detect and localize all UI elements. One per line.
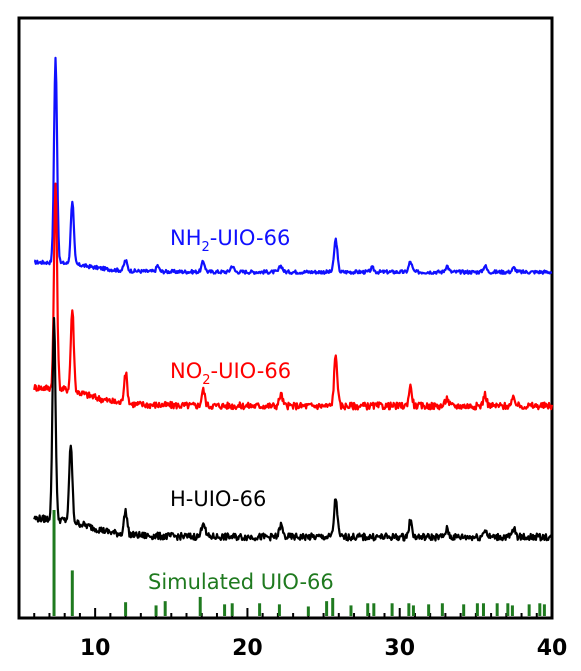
series-label-2: H-UIO-66	[170, 487, 266, 511]
series-label-sub: 2	[202, 373, 210, 388]
series-line-0	[33, 56, 553, 275]
x-tick-label: 30	[384, 636, 415, 661]
series-label-0: NH2-UIO-66	[170, 226, 290, 255]
series-label-1: NO2-UIO-66	[170, 359, 291, 388]
series-label-rest: -UIO-66	[211, 359, 292, 383]
series-label-rest: -UIO-66	[210, 226, 291, 250]
series-line-2	[33, 316, 553, 542]
x-tick-label: 40	[537, 636, 568, 661]
x-axis-ticks: 10 20 30 40	[18, 608, 568, 661]
series-label-main: NO	[170, 359, 202, 383]
series-line-1	[33, 182, 554, 411]
simulated-label: Simulated UIO-66	[148, 570, 334, 594]
plot-frame	[17, 16, 554, 620]
series-label-sub: 2	[202, 240, 210, 255]
series-label-main: NH	[170, 226, 202, 250]
simulated-sticks	[52, 510, 546, 616]
x-tick-label: 20	[232, 636, 263, 661]
series-label-main: H-UIO-66	[170, 487, 266, 511]
series-lines	[33, 56, 554, 542]
x-tick-label: 10	[80, 636, 111, 661]
